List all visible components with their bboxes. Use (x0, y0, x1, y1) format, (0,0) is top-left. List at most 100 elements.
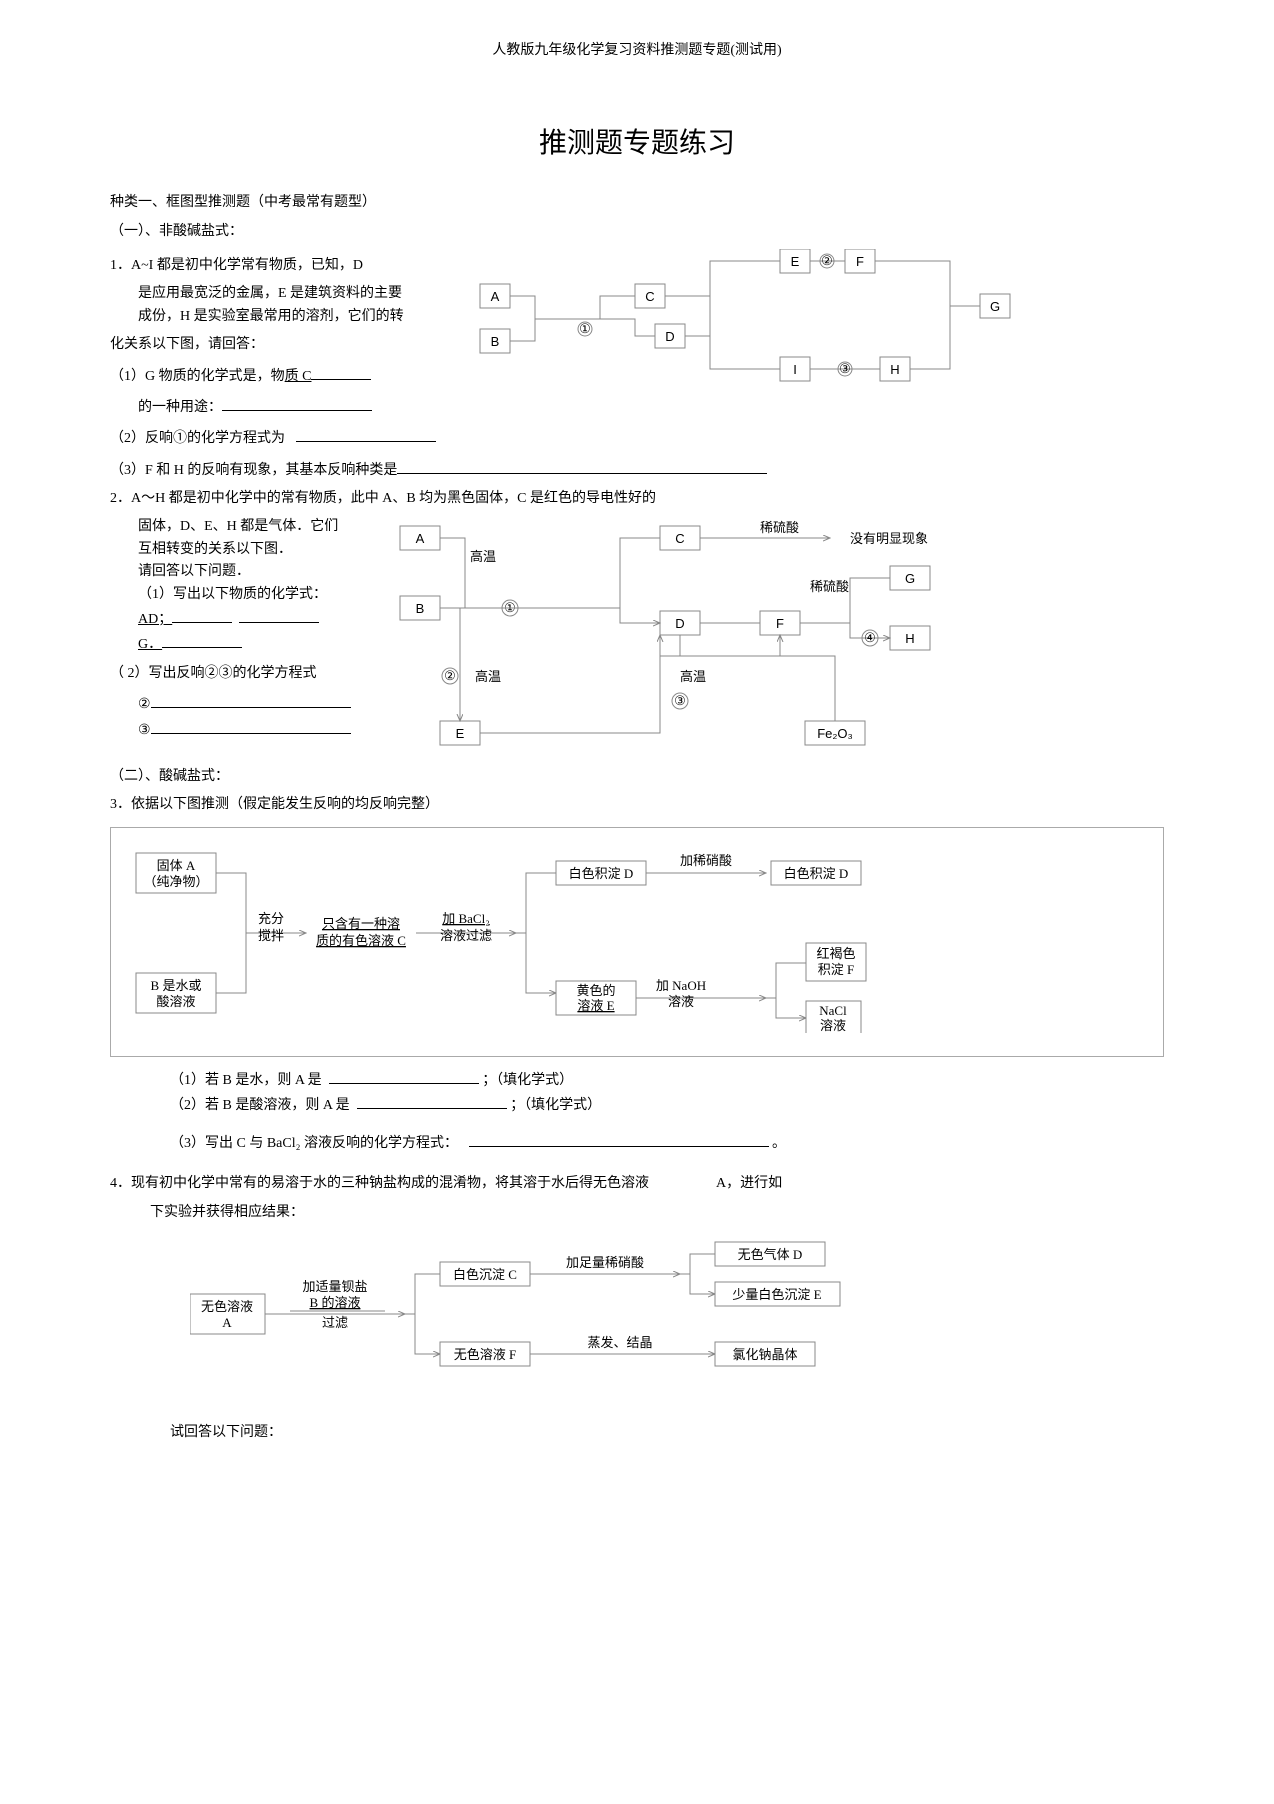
blank (151, 691, 351, 708)
q3-p2-text: （2）若 B 是酸溶液，则 A 是 (170, 1098, 350, 1113)
svg-text:白色积淀 D: 白色积淀 D (784, 866, 849, 881)
blank (469, 1130, 769, 1147)
q4-introA: A，进行如 (716, 1176, 782, 1191)
svg-text:F: F (776, 616, 784, 631)
svg-text:B 是水或: B 是水或 (151, 978, 202, 993)
svg-text:A: A (491, 289, 500, 304)
svg-text:③: ③ (839, 361, 851, 376)
svg-text:过滤: 过滤 (322, 1315, 348, 1330)
svg-text:D: D (665, 329, 674, 344)
svg-text:高温: 高温 (680, 669, 706, 684)
svg-text:氯化钠晶体: 氯化钠晶体 (732, 1347, 797, 1362)
q3-p3: （3）写出 C 与 BaCl₂ 溶液反响的化学方程式： 。 (170, 1130, 1164, 1155)
svg-text:③: ③ (674, 693, 686, 708)
svg-text:④: ④ (864, 630, 876, 645)
q3-p1-tail: ；（填化学式） (482, 1073, 573, 1088)
q3-p2: （2）若 B 是酸溶液，则 A 是 ；（填化学式） (170, 1092, 1164, 1117)
category-heading: 种类一、框图型推测题（中考最常有题型） (110, 192, 1164, 214)
svg-text:G: G (905, 571, 915, 586)
main-title: 推测题专题练习 (110, 122, 1164, 167)
svg-text:蒸发、结晶: 蒸发、结晶 (587, 1335, 652, 1350)
svg-text:A: A (416, 531, 425, 546)
svg-text:①: ① (579, 321, 591, 336)
svg-text:少量白色沉淀 E: 少量白色沉淀 E (732, 1287, 821, 1302)
svg-text:H: H (890, 362, 899, 377)
q3-p3-text: （3）写出 C 与 BaCl₂ 溶液反响的化学方程式： (170, 1136, 458, 1151)
q1-p1: （1）G 物质的化学式是，物质 C (110, 363, 430, 388)
svg-text:只含有一种溶: 只含有一种溶 (322, 916, 400, 931)
svg-text:白色沉淀 C: 白色沉淀 C (453, 1267, 517, 1282)
q4-answer: 试回答以下问题： (170, 1422, 1164, 1444)
svg-text:加稀硝酸: 加稀硝酸 (680, 853, 732, 868)
svg-text:A: A (222, 1315, 232, 1330)
blank (357, 1092, 507, 1109)
svg-text:D: D (675, 616, 684, 631)
blank (296, 425, 436, 442)
q3-p2-tail: ；（填化学式） (510, 1098, 601, 1113)
blank (311, 363, 371, 380)
svg-text:Fe₂O₃: Fe₂O₃ (817, 726, 853, 741)
diagram-q4: 无色溶液A 加适量钡盐B 的溶液过滤 白色沉淀 C 无色溶液 F 加足量稀硝酸 … (190, 1239, 910, 1389)
svg-text:加足量稀硝酸: 加足量稀硝酸 (566, 1255, 644, 1270)
svg-text:G: G (990, 299, 1000, 314)
diagram-q1: A B C D E F G I H ① ② ③ (460, 249, 1020, 399)
svg-text:高温: 高温 (475, 669, 501, 684)
blank (162, 631, 242, 648)
svg-text:H: H (905, 631, 914, 646)
q1-p3: （3）F 和 H 的反响有现象，其基本反响种类是 (110, 457, 1164, 482)
svg-text:充分: 充分 (258, 911, 284, 926)
q2-n2: ② (138, 691, 380, 716)
svg-text:溶液 E: 溶液 E (577, 998, 614, 1013)
svg-text:B 的溶液: B 的溶液 (310, 1295, 361, 1310)
q4-intro2: 下实验并获得相应结果： (150, 1202, 1164, 1224)
svg-text:E: E (791, 254, 800, 269)
q1-p1a: （1）G 物质的化学式是，物 (110, 369, 285, 384)
q1-p2-text: （2）反响①的化学方程式为 (110, 431, 285, 446)
q3-p3-tail: 。 (772, 1136, 786, 1151)
svg-text:加 NaOH: 加 NaOH (656, 978, 706, 993)
svg-text:B: B (491, 334, 500, 349)
blank (222, 394, 372, 411)
subsection-1: （一）、非酸碱盐式： (110, 221, 1164, 243)
q1-p1c: 的一种用途： (138, 400, 222, 415)
svg-text:红褐色: 红褐色 (816, 946, 855, 961)
q1-p2: （2）反响①的化学方程式为 (110, 425, 1164, 450)
q1-intro2: 是应用最宽泛的金属，E 是建筑资料的主要 (138, 283, 430, 305)
page-header: 人教版九年级化学复习资料推测题专题(测试用) (110, 40, 1164, 62)
diagram-q2: A B C D E F G H Fe₂O₃ 高温 ① 稀硫酸 没有明显现象 稀硫… (380, 516, 1020, 751)
svg-text:C: C (645, 289, 654, 304)
svg-text:没有明显现象: 没有明显现象 (850, 531, 928, 546)
q3-p1: （1）若 B 是水，则 A 是 ；（填化学式） (170, 1067, 1164, 1092)
blank (239, 606, 319, 623)
q1-p1b: 质 C (285, 369, 312, 384)
q1-p1c-row: 的一种用途： (138, 394, 430, 419)
q4-intro1: 4．现有初中化学中常有的易溶于水的三种钠盐构成的混淆物，将其溶于水后得无色溶液 (110, 1176, 649, 1191)
q1-p3-text: （3）F 和 H 的反响有现象，其基本反响种类是 (110, 463, 397, 478)
svg-text:B: B (416, 601, 425, 616)
svg-text:溶液: 溶液 (820, 1018, 846, 1033)
blank (172, 606, 232, 623)
svg-text:溶液过滤: 溶液过滤 (440, 928, 492, 943)
subsection-2: （二）、酸碱盐式： (110, 766, 1164, 788)
blank (151, 717, 351, 734)
q2-n3-label: ③ (138, 723, 151, 738)
q2-ad: AD； (138, 606, 380, 631)
svg-text:加 BaCl₂: 加 BaCl₂ (442, 911, 490, 926)
q2-intro4: 请回答以下问题． (138, 561, 380, 583)
q2-p1: （1）写出以下物质的化学式： (138, 584, 380, 606)
diagram-q3: 固体 A（纯净物） B 是水或酸溶液 充分搅拌 只含有一种溶质的有色溶液 C 加… (126, 843, 956, 1033)
svg-text:无色气体 D: 无色气体 D (738, 1247, 803, 1262)
svg-text:酸溶液: 酸溶液 (156, 994, 195, 1009)
svg-text:F: F (856, 254, 864, 269)
svg-text:稀硫酸: 稀硫酸 (810, 579, 849, 594)
q2-n3: ③ (138, 717, 380, 742)
svg-text:无色溶液 F: 无色溶液 F (454, 1347, 516, 1362)
svg-text:搅拌: 搅拌 (258, 928, 284, 943)
q2-intro3: 互相转变的关系以下图． (138, 539, 380, 561)
svg-text:溶液: 溶液 (668, 994, 694, 1009)
q2-g-label: G． (138, 637, 162, 652)
q1-intro4: 化关系以下图，请回答： (110, 334, 430, 356)
blank (329, 1067, 479, 1084)
q3-intro: 3．依据以下图推测（假定能发生反响的均反响完整） (110, 794, 1164, 816)
svg-text:高温: 高温 (470, 549, 496, 564)
